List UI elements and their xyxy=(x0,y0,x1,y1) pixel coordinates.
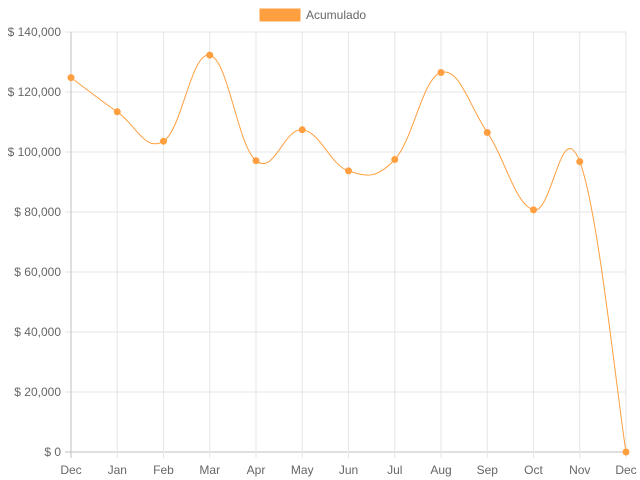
data-point[interactable] xyxy=(345,167,352,175)
data-point[interactable] xyxy=(252,157,260,165)
legend[interactable]: Acumulado xyxy=(259,8,366,22)
data-point[interactable] xyxy=(160,137,167,145)
grid xyxy=(65,31,627,458)
y-tick-label: $ 100,000 xyxy=(8,145,62,159)
series-area xyxy=(67,51,630,456)
data-point[interactable] xyxy=(67,74,75,82)
data-point[interactable] xyxy=(206,51,214,59)
x-tick-label: Jun xyxy=(339,463,358,477)
x-tick-label: Feb xyxy=(153,463,174,477)
x-tick-label: Jan xyxy=(108,463,127,477)
y-tick-label: $ 20,000 xyxy=(14,385,61,399)
legend-swatch[interactable] xyxy=(259,8,301,22)
x-tick-label: Dec xyxy=(615,463,636,477)
x-tick-label: Oct xyxy=(524,463,543,477)
data-point[interactable] xyxy=(483,129,491,136)
x-tick-label: Mar xyxy=(199,463,220,477)
series-line xyxy=(70,54,627,453)
x-tick-label: May xyxy=(291,463,314,477)
y-tick-label: $ 40,000 xyxy=(14,325,61,339)
data-point[interactable] xyxy=(576,158,584,166)
data-point[interactable] xyxy=(437,69,445,76)
x-tick-label: Apr xyxy=(247,463,266,477)
data-point[interactable] xyxy=(530,206,537,214)
y-tick-label: $ 80,000 xyxy=(14,205,61,219)
y-tick-label: $ 120,000 xyxy=(8,85,62,99)
x-tick-label: Nov xyxy=(569,463,590,477)
data-point[interactable] xyxy=(391,156,399,163)
data-point[interactable] xyxy=(622,448,630,456)
y-tick-label: $ 0 xyxy=(44,445,61,459)
y-tick-label: $ 140,000 xyxy=(8,25,62,39)
x-tick-label: Aug xyxy=(430,463,451,477)
legend-label[interactable]: Acumulado xyxy=(306,8,366,22)
x-tick-label: Dec xyxy=(60,463,81,477)
y-tick-label: $ 60,000 xyxy=(14,265,61,279)
x-tick-label: Jul xyxy=(387,463,402,477)
x-tick-label: Sep xyxy=(477,463,499,477)
axes: $ 140,000 $ 120,000 $ 100,000 $ 80,000 $ 60,… xyxy=(8,25,637,477)
data-point[interactable] xyxy=(113,108,121,116)
data-point[interactable] xyxy=(298,126,306,134)
